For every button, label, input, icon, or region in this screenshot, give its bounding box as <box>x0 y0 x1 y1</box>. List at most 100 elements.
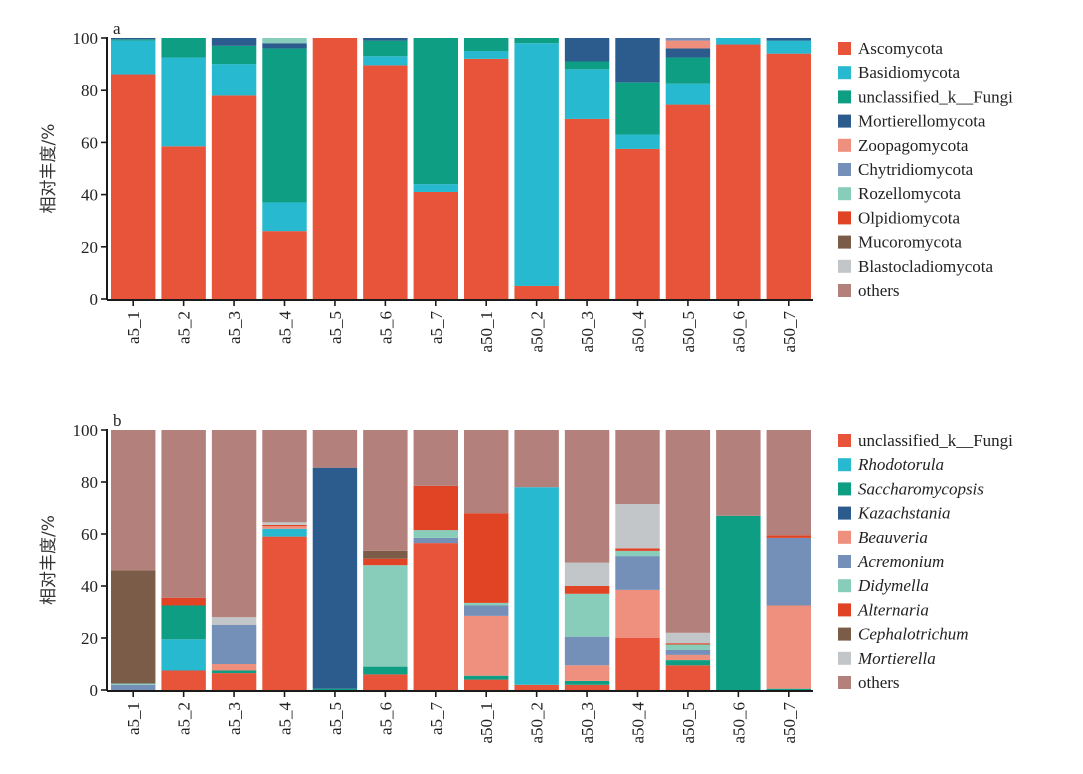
bar-segment-a5_5-saccharomycopsis <box>312 688 358 690</box>
bar-segment-a5_1-others <box>111 430 156 571</box>
bar-segment-a5_7-didymella <box>413 530 458 538</box>
legend-swatch <box>838 530 851 544</box>
bar-segment-a50_3-saccharomycopsis <box>564 680 610 685</box>
legend-item: Acremonium <box>838 552 944 571</box>
x-tick-label: a50_2 <box>528 311 547 353</box>
bar-stack-a5_4 <box>262 38 307 299</box>
bar-segment-a50_5-acremonium <box>665 649 711 655</box>
bar-segment-a5_7-ascomycota <box>413 191 458 299</box>
legend-label: Mucoromycota <box>858 233 962 252</box>
y-tick-label: 100 <box>73 29 99 48</box>
x-tick-label: a50_6 <box>729 702 748 744</box>
x-tick-label: a5_1 <box>124 311 143 344</box>
x-tick-label: a50_7 <box>780 702 799 744</box>
bar-segment-a5_6-saccharomycopsis <box>363 666 408 675</box>
bar-segment-a5_7-basidiomycota <box>413 184 458 192</box>
bar-segment-a50_4-beauveria <box>615 589 660 638</box>
legend-item: others <box>838 673 900 692</box>
bar-stack-a5_2 <box>161 430 206 690</box>
bar-stack-a5_5 <box>312 38 358 299</box>
bar-segment-a5_4-mortierellomycota <box>262 43 307 49</box>
bar-segment-a5_2-saccharomycopsis <box>161 605 206 640</box>
bar-segment-a5_1-didymella <box>111 683 156 685</box>
legend-item: Ascomycota <box>838 39 943 58</box>
legend-item: Chytridiomycota <box>838 160 974 179</box>
legend-label: Saccharomycopsis <box>858 479 984 498</box>
legend-item: Didymella <box>838 576 929 595</box>
bar-segment-a5_6-didymella <box>363 565 408 667</box>
legend-label: Rozellomycota <box>858 184 961 203</box>
legend-swatch <box>838 66 851 80</box>
bar-segment-a5_2-alternaria <box>161 597 206 606</box>
bar-segment-a50_4-didymella <box>615 550 660 557</box>
bar-segment-a50_5-basidiomycota <box>665 83 711 105</box>
bar-stack-a50_5 <box>665 430 711 690</box>
legend-label: Kazachstania <box>857 504 951 523</box>
legend-item: Beauveria <box>838 528 928 547</box>
bar-segment-a50_6-basidiomycota <box>716 38 761 45</box>
x-tick-label: a5_6 <box>376 311 395 344</box>
legend-swatch <box>838 603 851 617</box>
bar-segment-a50_2-unclassified-k-fungi <box>514 684 559 690</box>
y-axis-title: 相对丰度/% <box>39 124 59 214</box>
bar-segment-a50_6-saccharomycopsis <box>716 515 761 690</box>
x-tick-label: a5_2 <box>175 702 194 735</box>
legend-swatch <box>838 555 851 568</box>
legend-label: Alternaria <box>857 600 929 619</box>
bar-segment-a5_3-saccharomycopsis <box>211 670 257 674</box>
legend-label: Basidiomycota <box>858 63 960 82</box>
x-tick-label: a5_5 <box>326 311 345 344</box>
bar-segment-a5_4-basidiomycota <box>262 202 307 232</box>
bar-segment-a50_2-others <box>514 430 559 488</box>
bar-segment-a50_7-beauveria <box>766 605 811 689</box>
legend-item: others <box>838 281 900 300</box>
x-tick-label: a5_1 <box>124 702 143 735</box>
bar-stack-a50_1 <box>464 430 509 690</box>
legend-item: Rhodotorula <box>838 455 944 474</box>
bar-segment-a50_3-didymella <box>564 593 610 637</box>
x-tick-label: a5_5 <box>326 702 345 735</box>
bar-segment-a50_1-unclassified-k-fungi <box>464 679 509 690</box>
bar-segment-a5_5-ascomycota <box>312 38 358 299</box>
legend-label: Acremonium <box>857 552 944 571</box>
bar-segment-a50_4-others <box>615 430 660 505</box>
bar-segment-a5_4-ascomycota <box>262 231 307 299</box>
bar-segment-a5_7-alternaria <box>413 485 458 531</box>
bar-stack-a5_5 <box>312 430 358 690</box>
bar-segment-a50_1-beauveria <box>464 615 509 676</box>
y-tick-label: 20 <box>81 238 98 257</box>
bar-segment-a50_2-unclassified-k-fungi <box>514 38 559 44</box>
x-tick-label: a50_4 <box>629 702 648 744</box>
bar-segment-a5_2-others <box>161 430 206 598</box>
bar-stack-a5_1 <box>111 38 156 299</box>
bar-segment-a5_2-rhodotorula <box>161 639 206 671</box>
bar-segment-a50_3-others <box>564 430 610 563</box>
bar-segment-a5_3-others <box>211 430 257 618</box>
bar-stack-a5_4 <box>262 430 307 690</box>
panel-label: a <box>113 19 121 38</box>
legend-swatch <box>838 187 851 201</box>
y-tick-label: 40 <box>81 186 98 205</box>
bar-segment-a5_3-beauveria <box>211 664 257 671</box>
bar-stack-a50_2 <box>514 38 559 299</box>
legend-swatch <box>838 482 851 496</box>
bar-segment-a5_1-unclassified-k-fungi <box>111 39 156 41</box>
legend: unclassified_k__Fungi Rhodotorula Saccharo… <box>838 431 1013 692</box>
legend-label: others <box>858 281 900 300</box>
legend-swatch <box>838 235 851 249</box>
bar-segment-a5_4-alternaria <box>262 524 307 527</box>
bar-segment-a50_3-unclassified-k-fungi <box>564 684 610 690</box>
legend-swatch <box>838 651 851 665</box>
bar-segment-a50_7-mortierellomycota <box>766 38 811 41</box>
bar-segment-a5_1-mortierellomycota <box>111 38 156 40</box>
bar-segment-a50_2-ascomycota <box>514 285 559 299</box>
bar-stack-a5_1 <box>111 430 156 690</box>
bar-segment-a50_5-chytridiomycota <box>665 38 711 41</box>
bar-segment-a50_4-mortierellomycota <box>615 38 660 83</box>
bar-segment-a50_4-alternaria <box>615 548 660 551</box>
bar-segment-a50_1-saccharomycopsis <box>464 675 509 680</box>
bar-stack-a50_6 <box>716 430 761 690</box>
legend-swatch <box>838 579 851 593</box>
bar-segment-a50_5-mortierellomycota <box>665 48 711 58</box>
